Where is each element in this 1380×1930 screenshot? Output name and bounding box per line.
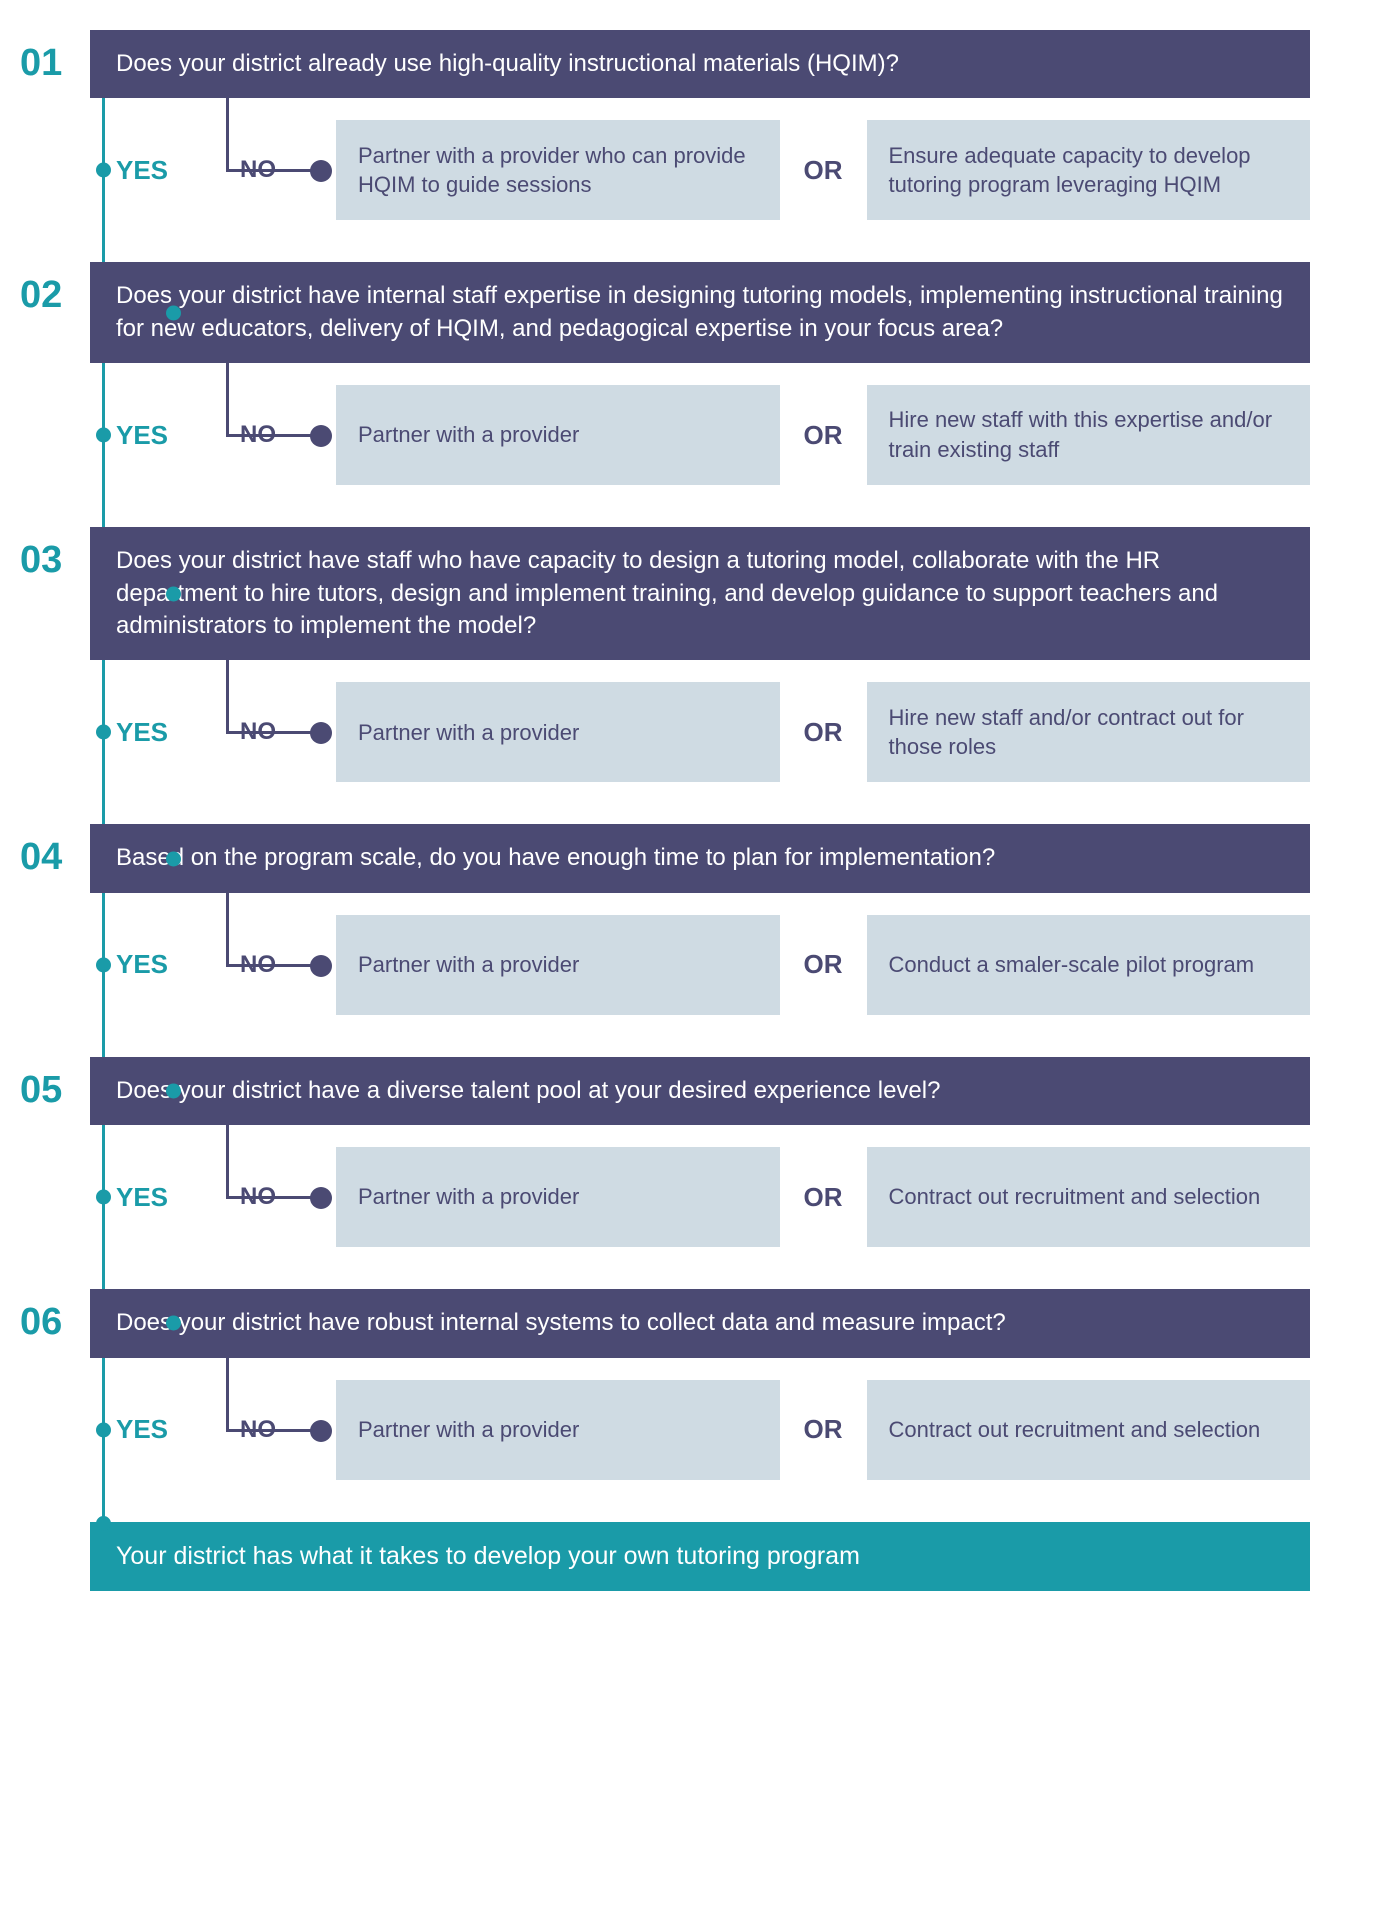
connector-endpoint-icon [310, 955, 332, 977]
step-question: Does your district have staff who have c… [90, 527, 1310, 660]
step-number: 04 [20, 824, 90, 876]
connector-line-icon [226, 1350, 229, 1430]
connector-endpoint-icon [310, 1420, 332, 1442]
connector-endpoint-icon [310, 1187, 332, 1209]
option-a-box: Partner with a provider who can provide … [336, 120, 780, 220]
step-number: 06 [20, 1289, 90, 1341]
option-b-box: Ensure adequate capacity to develop tuto… [867, 120, 1311, 220]
step-question: Does your district have robust internal … [90, 1289, 1310, 1357]
or-label: OR [780, 949, 867, 980]
step-body: YES NO Partner with a provider OR Conduc… [20, 893, 1310, 1037]
timeline-dot-icon [96, 957, 111, 972]
yes-label: YES [116, 949, 206, 980]
step-body: YES NO Partner with a provider who can p… [20, 98, 1310, 242]
step-05: 05 Does your district have a diverse tal… [20, 1057, 1310, 1269]
option-b-box: Contract out recruitment and selection [867, 1147, 1311, 1247]
option-b-box: Conduct a smaler-scale pilot program [867, 915, 1311, 1015]
option-a-box: Partner with a provider [336, 682, 780, 782]
option-a-box: Partner with a provider [336, 385, 780, 485]
step-question: Does your district have internal staff e… [90, 262, 1310, 363]
step-number: 02 [20, 262, 90, 314]
no-branch-connector: NO [206, 1390, 336, 1470]
timeline-dot-icon [96, 725, 111, 740]
step-body: YES NO Partner with a provider OR Contra… [20, 1125, 1310, 1269]
or-label: OR [780, 420, 867, 451]
connector-line-icon [226, 90, 229, 170]
no-branch-connector: NO [206, 692, 336, 772]
connector-line-icon [226, 1117, 229, 1197]
no-label: NO [240, 1183, 276, 1211]
step-question: Based on the program scale, do you have … [90, 824, 1310, 892]
timeline-dot-icon [166, 1083, 181, 1098]
no-label: NO [240, 718, 276, 746]
step-04: 04 Based on the program scale, do you ha… [20, 824, 1310, 1036]
timeline-dot-icon [96, 163, 111, 178]
step-header: 04 Based on the program scale, do you ha… [20, 824, 1310, 892]
step-body: YES NO Partner with a provider OR Contra… [20, 1358, 1310, 1502]
final-result-box: Your district has what it takes to devel… [90, 1522, 1310, 1591]
timeline-dot-icon [166, 851, 181, 866]
option-a-box: Partner with a provider [336, 1380, 780, 1480]
timeline-dot-icon [166, 305, 181, 320]
or-label: OR [780, 1182, 867, 1213]
no-branch-connector: NO [206, 130, 336, 210]
step-header: 06 Does your district have robust intern… [20, 1289, 1310, 1357]
connector-line-icon [226, 652, 229, 732]
option-b-box: Hire new staff with this expertise and/o… [867, 385, 1311, 485]
step-header: 03 Does your district have staff who hav… [20, 527, 1310, 660]
step-03: 03 Does your district have staff who hav… [20, 527, 1310, 804]
yes-label: YES [116, 1182, 206, 1213]
no-label: NO [240, 156, 276, 184]
step-number: 03 [20, 527, 90, 579]
step-question: Does your district already use high-qual… [90, 30, 1310, 98]
timeline-dot-icon [96, 1422, 111, 1437]
step-02: 02 Does your district have internal staf… [20, 262, 1310, 507]
no-branch-connector: NO [206, 925, 336, 1005]
option-b-box: Contract out recruitment and selection [867, 1380, 1311, 1480]
step-header: 01 Does your district already use high-q… [20, 30, 1310, 98]
connector-endpoint-icon [310, 160, 332, 182]
or-label: OR [780, 1414, 867, 1445]
timeline-dot-icon [96, 428, 111, 443]
or-label: OR [780, 155, 867, 186]
step-question: Does your district have a diverse talent… [90, 1057, 1310, 1125]
step-header: 05 Does your district have a diverse tal… [20, 1057, 1310, 1125]
no-branch-connector: NO [206, 395, 336, 475]
yes-label: YES [116, 155, 206, 186]
step-number: 05 [20, 1057, 90, 1109]
connector-line-icon [226, 885, 229, 965]
step-01: 01 Does your district already use high-q… [20, 30, 1310, 242]
step-body: YES NO Partner with a provider OR Hire n… [20, 363, 1310, 507]
timeline-dot-icon [166, 1316, 181, 1331]
step-number: 01 [20, 30, 90, 82]
timeline-dot-icon [166, 586, 181, 601]
final-row: Your district has what it takes to devel… [20, 1522, 1310, 1591]
step-06: 06 Does your district have robust intern… [20, 1289, 1310, 1501]
yes-label: YES [116, 717, 206, 748]
connector-endpoint-icon [310, 425, 332, 447]
no-label: NO [240, 951, 276, 979]
timeline-dot-icon [96, 1516, 111, 1531]
connector-endpoint-icon [310, 722, 332, 744]
or-label: OR [780, 717, 867, 748]
no-branch-connector: NO [206, 1157, 336, 1237]
flowchart-container: 01 Does your district already use high-q… [20, 30, 1310, 1591]
no-label: NO [240, 421, 276, 449]
yes-label: YES [116, 1414, 206, 1445]
option-b-box: Hire new staff and/or contract out for t… [867, 682, 1311, 782]
no-label: NO [240, 1416, 276, 1444]
option-a-box: Partner with a provider [336, 915, 780, 1015]
option-a-box: Partner with a provider [336, 1147, 780, 1247]
connector-line-icon [226, 355, 229, 435]
step-body: YES NO Partner with a provider OR Hire n… [20, 660, 1310, 804]
yes-label: YES [116, 420, 206, 451]
timeline-dot-icon [96, 1190, 111, 1205]
step-header: 02 Does your district have internal staf… [20, 262, 1310, 363]
